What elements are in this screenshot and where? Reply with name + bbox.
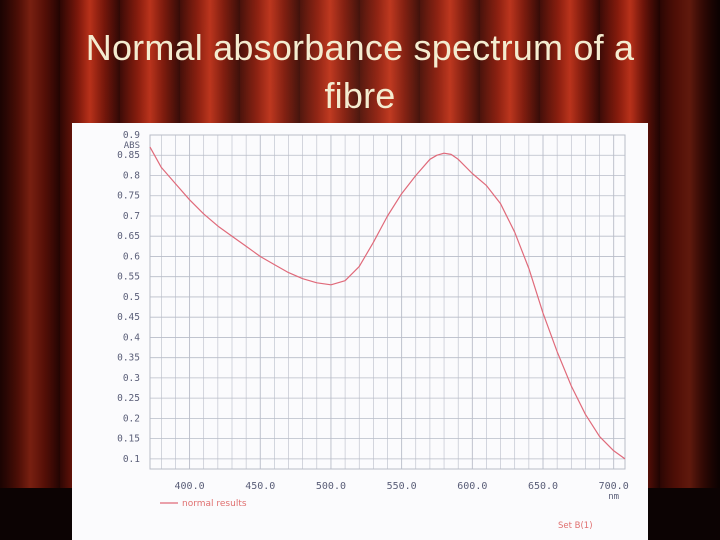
y-tick-label: 0.6: [123, 251, 140, 262]
x-tick-label: 700.0: [599, 481, 629, 492]
x-tick-label: 500.0: [316, 481, 346, 492]
x-tick-label: 450.0: [245, 481, 275, 492]
y-axis-label: ABS: [124, 141, 140, 151]
y-tick-label: 0.45: [117, 312, 140, 323]
y-tick-label: 0.3: [123, 373, 140, 384]
series-line: [149, 146, 626, 460]
y-tick-label: 0.4: [123, 332, 140, 343]
spectrum-chart: 0.9 0.85 0.8 0.75 0.7 0.65 0.6 0.55 0.5 0.45 0.4 0.…: [117, 130, 629, 531]
y-tick-label: 0.55: [117, 272, 140, 283]
footer-note: Set B(1): [558, 521, 593, 531]
x-tick-label: 400.0: [175, 481, 205, 492]
legend-label: normal results: [182, 499, 247, 509]
x-axis-label: nm: [608, 492, 619, 502]
y-tick-label: 0.65: [117, 231, 140, 242]
y-tick-label: 0.85: [117, 150, 140, 161]
x-tick-label: 600.0: [457, 481, 487, 492]
y-tick-label: 0.75: [117, 191, 140, 202]
x-tick-label: 650.0: [528, 481, 558, 492]
y-tick-label: 0.15: [117, 434, 140, 445]
slide-title: Normal absorbance spectrum of a fibre: [85, 27, 635, 116]
x-tick-label: 550.0: [387, 481, 417, 492]
y-tick-label: 0.8: [123, 170, 140, 181]
y-tick-label: 0.5: [123, 292, 140, 303]
y-tick-label: 0.1: [123, 454, 140, 465]
y-tick-label: 0.25: [117, 393, 140, 404]
y-tick-label: 0.7: [123, 211, 140, 222]
spectrum-chart-panel: 0.9 0.85 0.8 0.75 0.7 0.65 0.6 0.55 0.5 0.45 0.4 0.…: [72, 123, 648, 540]
y-tick-label: 0.35: [117, 353, 140, 364]
y-tick-label: 0.2: [123, 413, 140, 424]
y-tick-label: 0.9: [123, 130, 140, 141]
